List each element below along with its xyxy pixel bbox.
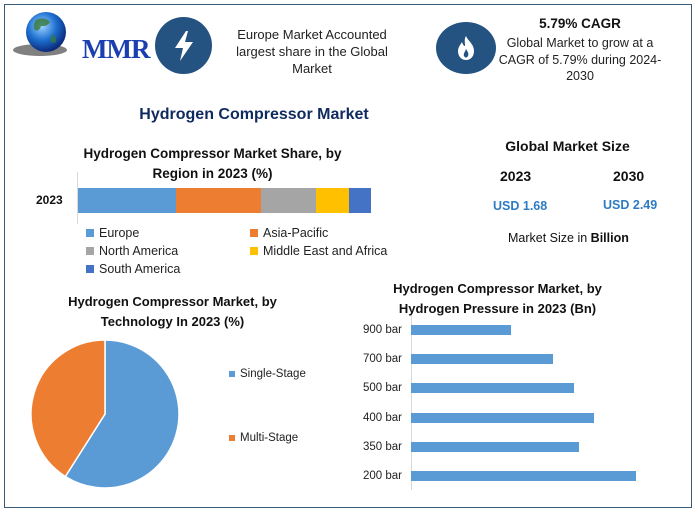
logo-text: MMR — [82, 34, 150, 64]
pressure-bar-row: 700 bar — [350, 353, 670, 365]
pressure-bar-row: 400 bar — [350, 412, 670, 424]
pressure-bar — [411, 325, 511, 335]
technology-pie-chart — [30, 339, 180, 489]
legend-europe: Europe — [86, 226, 139, 240]
pressure-bar — [411, 354, 553, 365]
pressure-bar-row: 500 bar — [350, 382, 670, 394]
region-chart-title: Hydrogen Compressor Market Share, by Reg… — [83, 146, 342, 181]
legend-middle-east-africa: Middle East and Africa — [250, 244, 387, 258]
mmr-logo: MMR — [12, 8, 150, 64]
cagr-title: 5.79% CAGR — [539, 16, 621, 31]
pressure-bar — [411, 412, 594, 423]
market-value-2030: USD 2.49 — [603, 198, 658, 212]
pressure-bar-row: 350 bar — [350, 441, 670, 453]
region-bar-segment — [260, 188, 316, 213]
region-bar-segment — [175, 188, 261, 213]
region-bar-segment — [78, 188, 176, 213]
pressure-bar-row: 200 bar — [350, 470, 670, 482]
cagr-description: Global Market to grow at a CAGR of 5.79%… — [498, 36, 662, 83]
pressure-bar-label: 500 bar — [362, 382, 402, 395]
pressure-bar-label: 900 bar — [362, 324, 402, 336]
technology-chart-title: Hydrogen Compressor Market, by Technolog… — [68, 294, 277, 329]
market-size-unit: Market Size in Billion — [508, 231, 629, 245]
pressure-chart-axis — [411, 315, 412, 490]
flame-icon — [436, 22, 496, 74]
globe-icon — [13, 12, 67, 56]
pie-slice — [64, 339, 180, 489]
legend-multi-stage: Multi-Stage — [229, 432, 298, 444]
legend-single-stage: Single-Stage — [229, 368, 306, 380]
pressure-chart-title: Hydrogen Compressor Market, by Hydrogen … — [393, 281, 602, 316]
pie-slice — [30, 339, 106, 478]
region-stacked-bar — [78, 188, 371, 213]
pressure-bar — [411, 383, 574, 394]
year-2030: 2030 — [613, 168, 645, 184]
pressure-bar-label: 200 bar — [362, 470, 402, 482]
region-bar-segment — [315, 188, 349, 213]
europe-highlight-text: Europe Market Accounted largest share in… — [236, 27, 388, 76]
year-2023: 2023 — [500, 168, 532, 184]
page-title: Hydrogen Compressor Market — [139, 106, 369, 123]
legend-south-america: South America — [86, 262, 180, 276]
region-chart-axis — [77, 172, 78, 224]
legend-asia-pacific: Asia-Pacific — [250, 226, 328, 240]
lightning-bolt-icon — [155, 17, 212, 74]
pressure-bar-label: 400 bar — [362, 411, 402, 424]
pressure-bar — [411, 471, 636, 481]
region-chart-category: 2023 — [36, 193, 63, 207]
global-market-size-title: Global Market Size — [505, 138, 630, 154]
market-value-2023: USD 1.68 — [493, 199, 548, 213]
pressure-bar-label: 700 bar — [362, 353, 402, 366]
region-bar-segment — [349, 188, 371, 213]
pressure-bar — [411, 441, 579, 452]
legend-north-america: North America — [86, 244, 178, 258]
pressure-bar-row: 900 bar — [350, 324, 670, 336]
pressure-bar-label: 350 bar — [362, 440, 402, 453]
